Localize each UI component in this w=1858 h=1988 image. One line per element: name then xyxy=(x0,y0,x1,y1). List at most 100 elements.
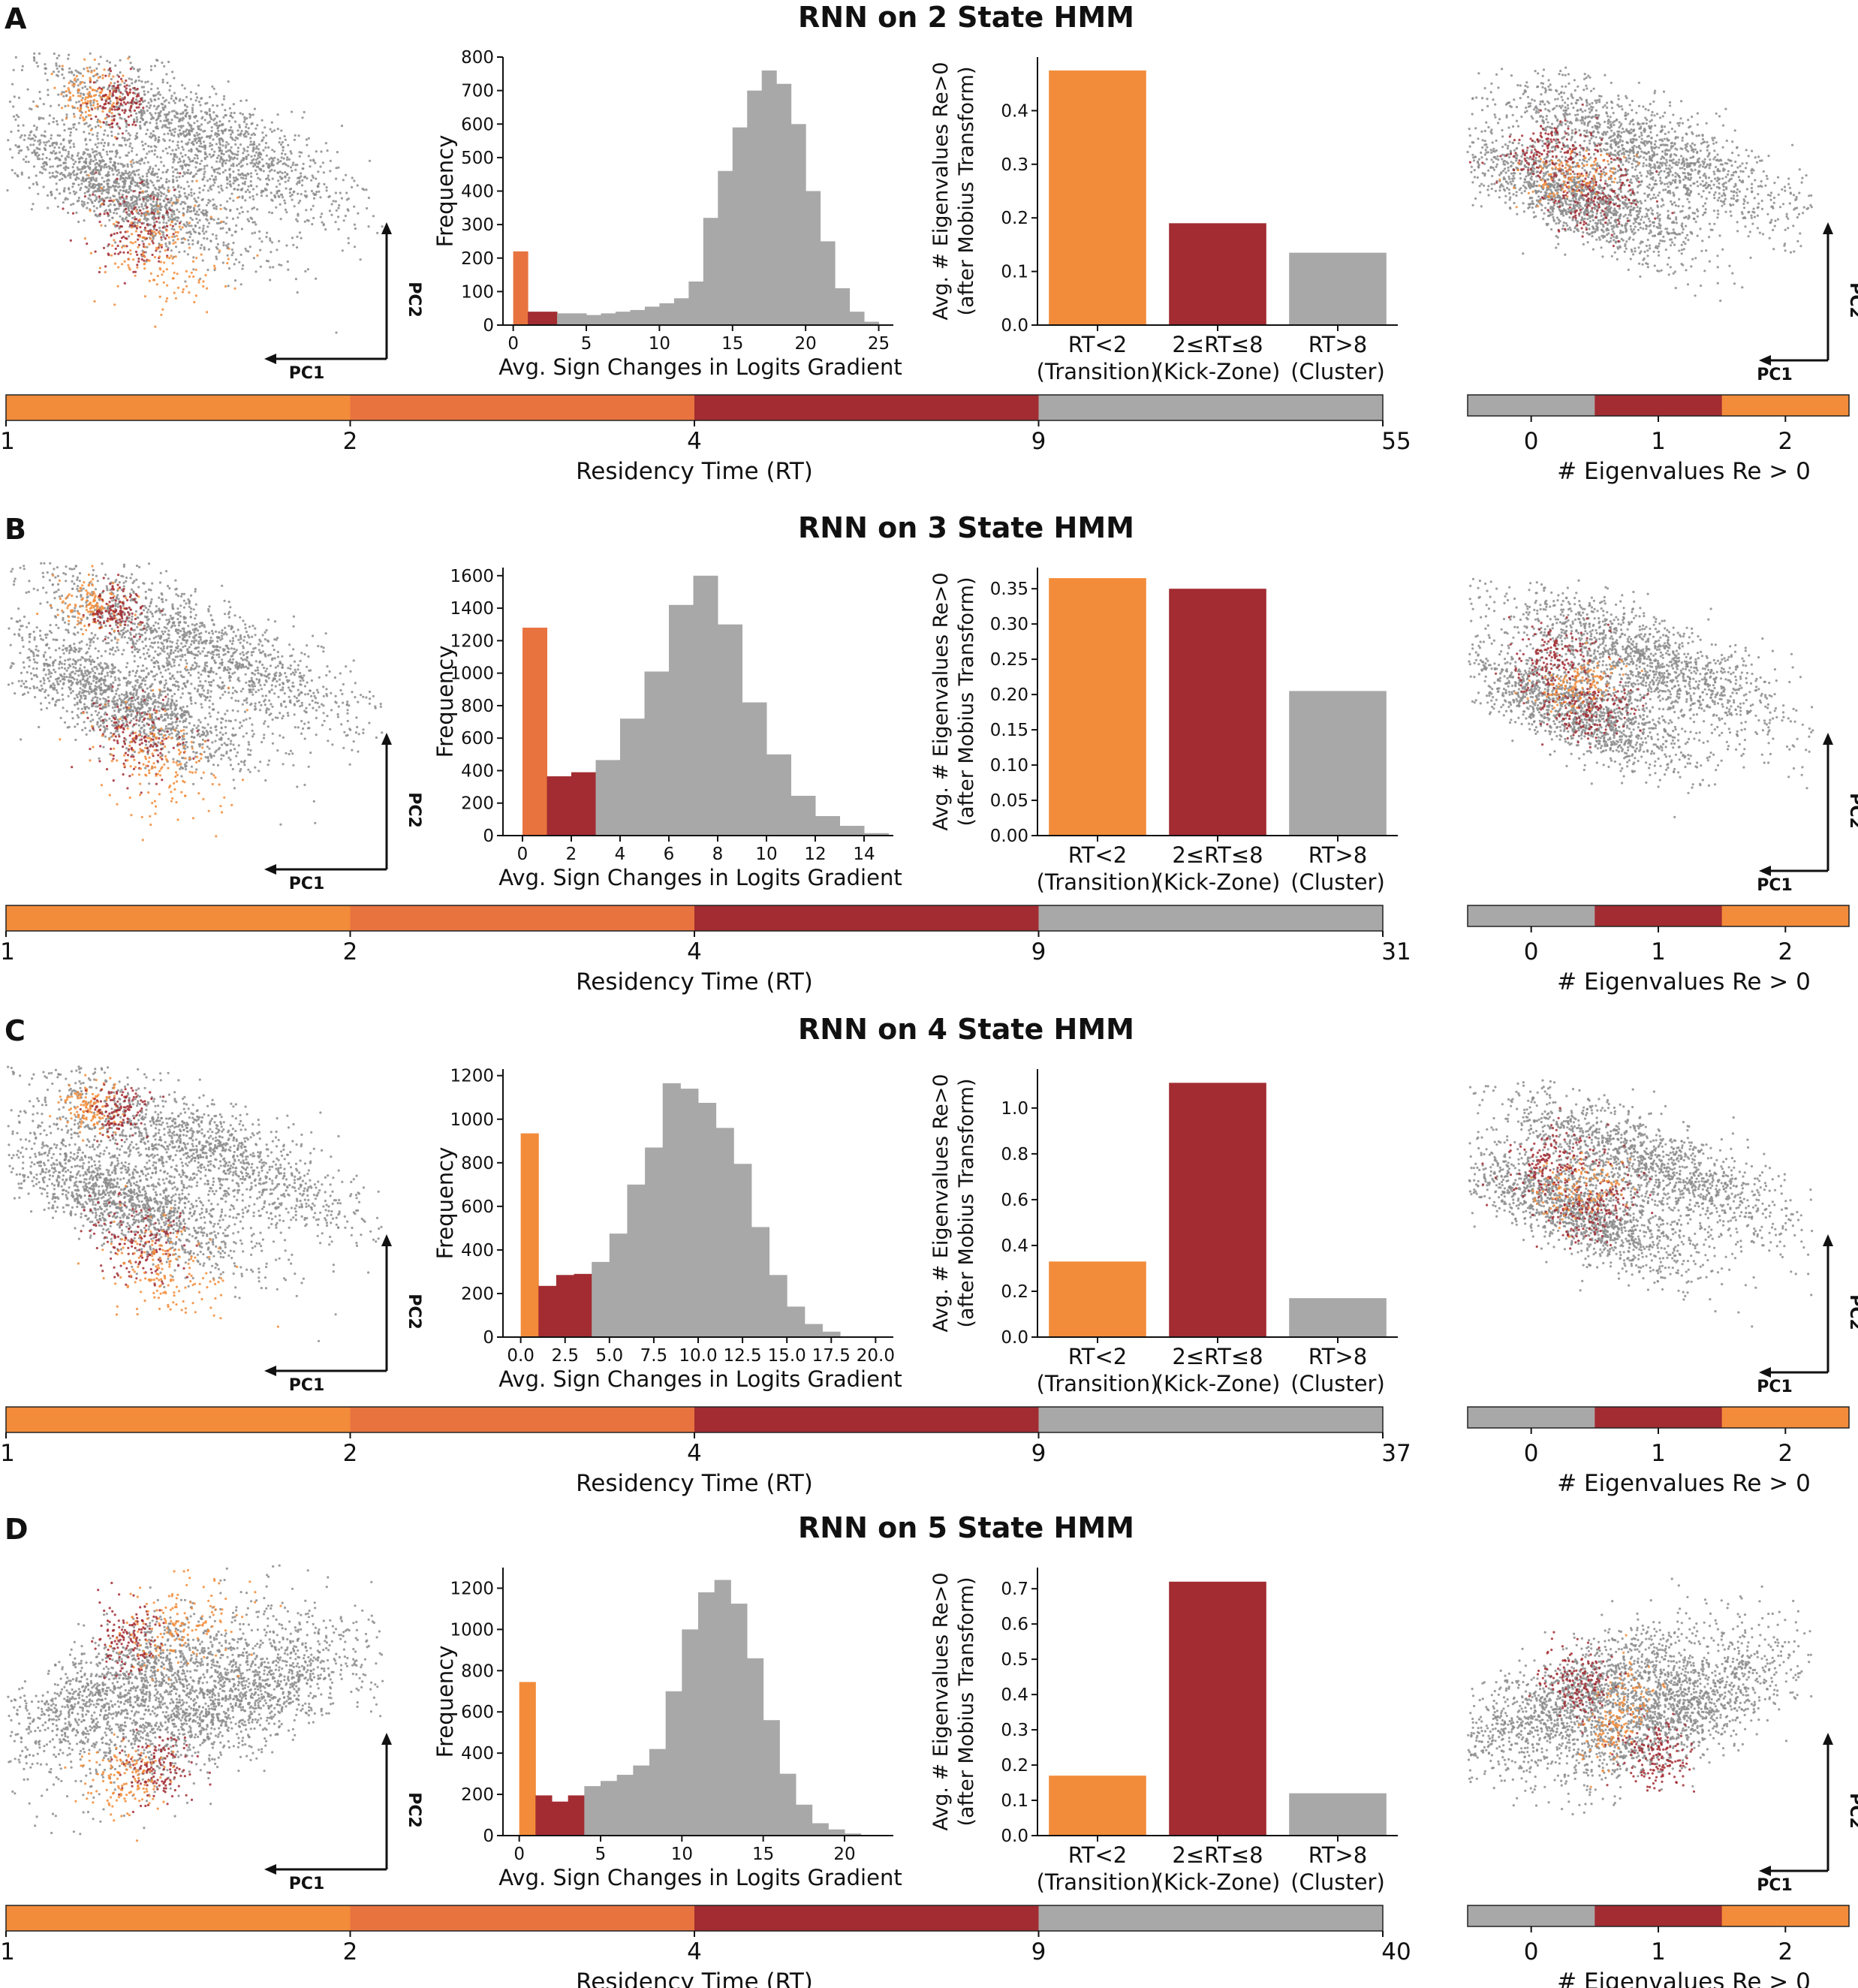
scatter-point xyxy=(230,248,233,252)
scatter-point xyxy=(167,101,170,104)
scatter-point xyxy=(149,132,152,135)
scatter-point xyxy=(186,180,189,183)
scatter-point xyxy=(1544,91,1547,94)
scatter-point xyxy=(242,152,245,155)
scatter-point xyxy=(1675,154,1678,157)
scatter-point xyxy=(128,176,131,179)
scatter-point xyxy=(95,100,98,103)
scatter-point xyxy=(39,97,42,100)
scatter-point xyxy=(132,68,135,71)
scatter-point xyxy=(144,143,147,146)
scatter-point xyxy=(51,165,54,168)
scatter-point xyxy=(1653,153,1656,156)
scatter-point xyxy=(95,158,98,161)
scatter-point xyxy=(101,203,104,206)
scatter-point xyxy=(126,163,129,166)
scatter-point xyxy=(237,162,240,165)
scatter-point xyxy=(95,196,98,199)
scatter-point xyxy=(1744,167,1748,170)
scatter-point xyxy=(205,230,208,233)
scatter-point xyxy=(122,98,125,101)
scatter-point xyxy=(98,152,101,155)
scatter-point xyxy=(296,245,299,249)
scatter-point xyxy=(1663,170,1666,173)
scatter-point xyxy=(95,177,98,180)
scatter-point xyxy=(1773,224,1776,227)
scatter-point xyxy=(108,84,111,87)
scatter-point xyxy=(62,145,65,149)
scatter-point xyxy=(145,121,148,124)
scatter-point xyxy=(152,242,155,245)
scatter-point xyxy=(254,169,257,172)
scatter-point xyxy=(1658,191,1661,194)
scatter-point xyxy=(300,151,303,154)
scatter-point xyxy=(1683,167,1686,170)
scatter-point xyxy=(152,184,155,187)
scatter-point xyxy=(130,205,133,208)
scatter-point xyxy=(178,176,181,179)
scatter-point xyxy=(272,164,275,167)
scatter-point xyxy=(197,101,201,104)
scatter-point xyxy=(1730,214,1733,217)
scatter-point xyxy=(199,104,202,107)
pca-scatter-right xyxy=(1466,66,1813,303)
scatter-point xyxy=(236,150,239,153)
scatter-point xyxy=(215,245,218,248)
scatter-point xyxy=(1662,143,1665,146)
scatter-point xyxy=(139,162,142,165)
scatter-point xyxy=(224,146,227,149)
scatter-point xyxy=(1650,142,1653,145)
scatter-point xyxy=(215,160,218,163)
scatter-point xyxy=(255,185,258,188)
scatter-point xyxy=(161,273,164,276)
scatter-point xyxy=(158,221,161,224)
scatter-point xyxy=(1632,159,1635,162)
scatter-point xyxy=(81,97,84,100)
scatter-point xyxy=(270,160,273,163)
scatter-point xyxy=(72,113,76,116)
scatter-point xyxy=(166,81,169,84)
scatter-point xyxy=(249,180,252,183)
scatter-point xyxy=(245,131,249,134)
scatter-point xyxy=(1696,215,1699,218)
scatter-point xyxy=(1532,108,1536,111)
scatter-point xyxy=(95,146,99,149)
scatter-point xyxy=(185,285,188,288)
scatter-point xyxy=(230,164,233,167)
scatter-point xyxy=(108,61,111,64)
scatter-point xyxy=(139,125,142,128)
scatter-point xyxy=(47,122,50,125)
scatter-point xyxy=(1609,120,1612,123)
scatter-point xyxy=(152,225,155,228)
scatter-point xyxy=(173,158,176,161)
scatter-point xyxy=(241,113,244,116)
scatter-point xyxy=(238,125,241,129)
scatter-point xyxy=(83,237,86,240)
scatter-point xyxy=(108,150,112,153)
scatter-point xyxy=(97,169,100,172)
scatter-point xyxy=(301,179,304,182)
scatter-point xyxy=(75,173,78,176)
scatter-point xyxy=(163,200,166,203)
scatter-point xyxy=(161,96,164,99)
scatter-point xyxy=(64,104,67,107)
scatter-point xyxy=(182,98,185,102)
scatter-point xyxy=(1546,125,1549,128)
scatter-point xyxy=(181,175,185,178)
scatter-point xyxy=(178,158,181,161)
scatter-point xyxy=(232,162,235,165)
scatter-point xyxy=(1616,134,1619,138)
scatter-point xyxy=(1665,158,1668,161)
scatter-point xyxy=(328,194,331,198)
scatter-point xyxy=(265,162,268,165)
scatter-point xyxy=(224,109,227,112)
scatter-point xyxy=(97,182,100,186)
scatter-point xyxy=(105,121,108,124)
scatter-point xyxy=(159,119,162,122)
scatter-point xyxy=(150,117,153,121)
scatter-point xyxy=(133,121,136,124)
scatter-point xyxy=(121,92,125,95)
scatter-point xyxy=(154,137,158,140)
scatter-point xyxy=(203,246,206,249)
scatter-point xyxy=(129,241,132,244)
